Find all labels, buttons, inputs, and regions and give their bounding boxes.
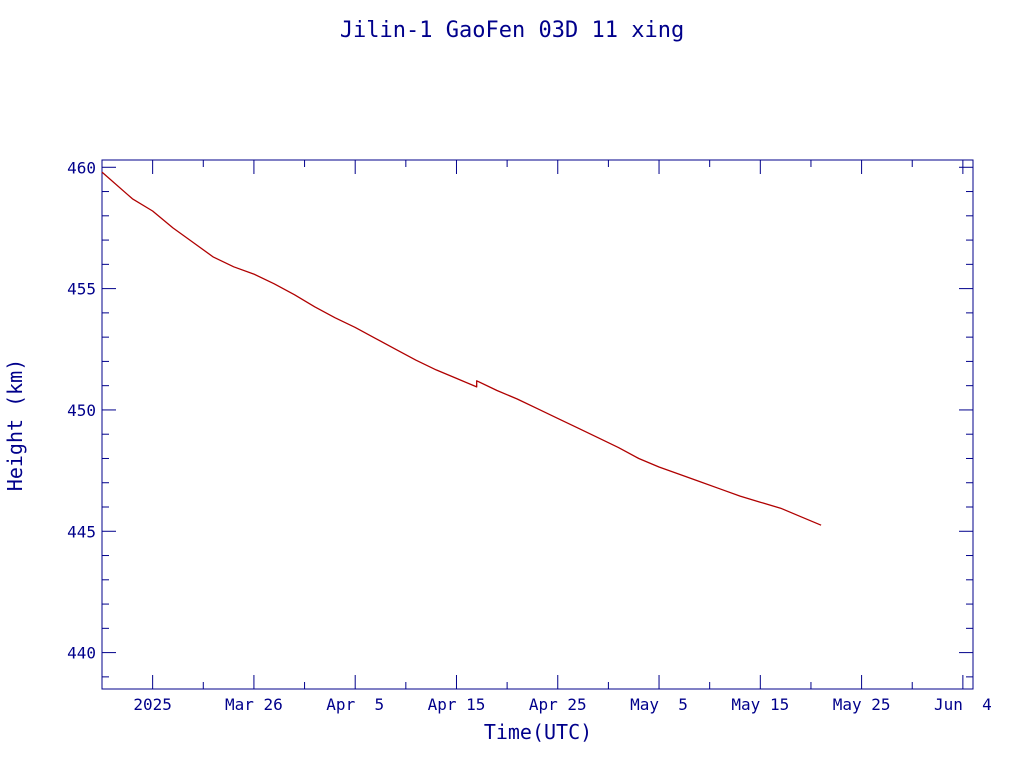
y-axis-label: Height (km) (3, 359, 27, 491)
chart-title: Jilin-1 GaoFen 03D 11 xing (340, 18, 684, 43)
x-tick-label: May 5 (630, 695, 688, 714)
x-tick-label: May 25 (833, 695, 891, 714)
x-tick-label: Apr 5 (326, 695, 384, 714)
x-tick-label: Mar 26 (225, 695, 283, 714)
series-group (101, 171, 822, 526)
x-tick-label: 2025 (133, 695, 172, 714)
series-line (101, 171, 822, 526)
x-axis-label: Time(UTC) (484, 720, 592, 744)
y-tick-label: 455 (67, 280, 96, 299)
x-tick-label: Apr 15 (428, 695, 486, 714)
x-tick-label: Apr 25 (529, 695, 587, 714)
y-tick-label: 440 (67, 644, 96, 663)
y-tick-label: 445 (67, 522, 96, 541)
x-tick-label: Jun 4 (934, 695, 992, 714)
x-tick-label: May 15 (731, 695, 789, 714)
x-axis: 2025 Mar 26 Apr 5 Apr 15 Apr 25 May 5 May 15 Ma… (101, 160, 992, 714)
plot-frame (101, 159, 974, 690)
y-tick-label: 460 (67, 158, 96, 177)
y-axis: 440 445 450 455 460 (67, 158, 973, 678)
y-tick-label: 450 (67, 401, 96, 420)
